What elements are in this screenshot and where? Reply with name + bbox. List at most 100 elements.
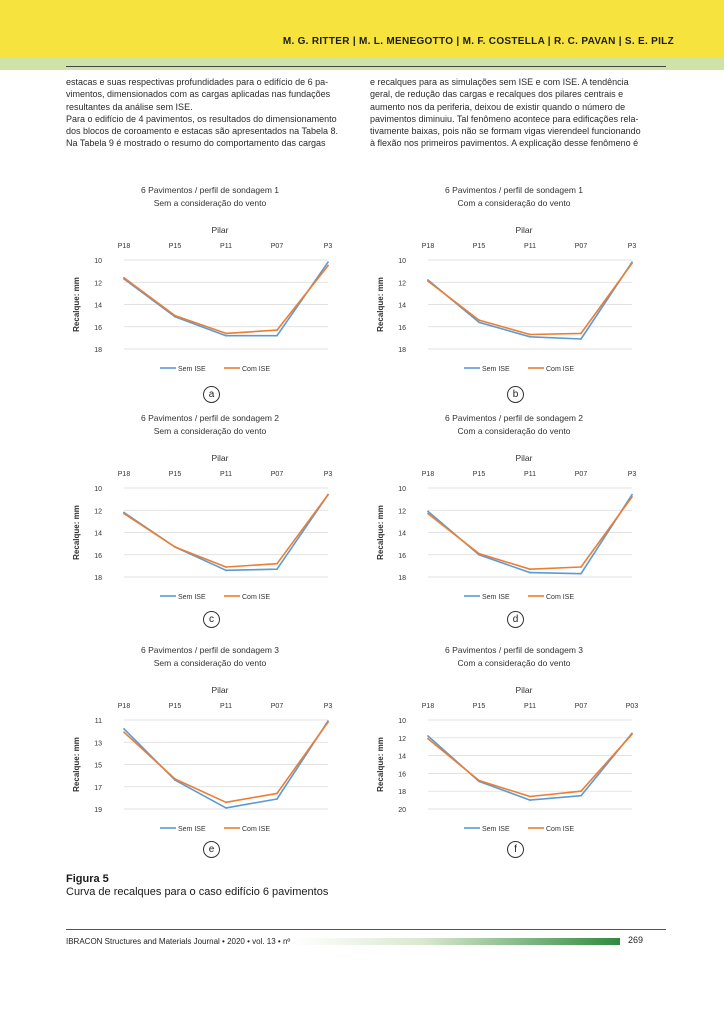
y-axis-label: Recalque: mm: [376, 277, 385, 332]
x-tick-label: P07: [271, 703, 284, 710]
data-point: [276, 568, 278, 571]
data-point: [123, 276, 125, 279]
x-axis-label: Pilar: [515, 453, 532, 463]
data-point: [276, 562, 278, 565]
data-point: [478, 321, 480, 324]
y-tick-label: 10: [398, 718, 406, 725]
chart-panel-e: 6 Pavimentos / perfil de sondagem 3 Sem a…: [70, 640, 350, 858]
chart-subtitle: Com a consideração do vento: [458, 198, 571, 208]
data-point: [225, 569, 227, 572]
data-point: [631, 262, 633, 265]
y-tick-label: 12: [94, 508, 102, 515]
data-point: [225, 566, 227, 568]
data-point: [580, 338, 582, 340]
y-tick-label: 11: [95, 718, 102, 725]
x-tick-label: P07: [575, 243, 588, 250]
page-number: 269: [628, 935, 644, 945]
y-tick-label: 14: [398, 754, 406, 761]
y-tick-label: 19: [94, 807, 102, 814]
y-tick-label: 18: [398, 575, 406, 582]
x-axis-label: Pilar: [211, 685, 228, 695]
x-axis-label: Pilar: [211, 225, 228, 235]
x-tick-label: P18: [118, 243, 131, 250]
y-tick-label: 18: [398, 347, 406, 354]
series-line-sem-ise: [427, 732, 633, 801]
figure-label: Figura 5: [66, 873, 109, 885]
header-authors: M. G. RITTER | M. L. MENEGOTTO | M. F. C…: [282, 36, 674, 47]
series-line-com-ise: [123, 721, 329, 804]
chart-subtitle: Sem a consideração do vento: [154, 426, 267, 436]
body-line: Para o edifício de 4 pavimentos, os resu…: [66, 113, 337, 124]
x-tick-label: P3: [324, 243, 333, 250]
series-line-com-ise: [427, 733, 633, 798]
data-point: [276, 334, 278, 337]
legend-label: Sem ISE: [482, 366, 510, 373]
line-chart-c: 6 Pavimentos / perfil de sondagem 2 Sem a…: [72, 413, 333, 601]
legend-label: Com ISE: [242, 594, 270, 601]
header-band: M. G. RITTER | M. L. MENEGOTTO | M. F. C…: [0, 0, 724, 70]
x-tick-label: P18: [422, 243, 435, 250]
y-tick-label: 16: [398, 771, 406, 778]
panel-letter-a: a: [203, 386, 220, 403]
line-chart-b: 6 Pavimentos / perfil de sondagem 1 Com a…: [376, 185, 636, 373]
y-tick-label: 18: [94, 575, 102, 582]
data-point: [478, 319, 480, 321]
data-point: [327, 721, 329, 724]
data-point: [478, 779, 480, 782]
x-tick-label: P15: [473, 243, 486, 250]
body-line: dos blocos de coroamento e estacas são a…: [66, 126, 339, 137]
body-text-column-1: estacas e suas respectivas profundidades…: [66, 76, 354, 150]
data-point: [276, 792, 278, 795]
x-tick-label: P15: [473, 703, 486, 710]
y-tick-label: 18: [398, 789, 406, 796]
data-point: [580, 794, 582, 797]
body-line: resultantes da análise sem ISE.: [66, 101, 193, 112]
y-axis-label: Recalque: mm: [376, 505, 385, 560]
y-tick-label: 16: [94, 325, 102, 332]
x-tick-label: P07: [271, 243, 284, 250]
chart-panel-c: 6 Pavimentos / perfil de sondagem 2 Sem a…: [70, 408, 350, 628]
x-tick-label: P18: [422, 703, 435, 710]
x-tick-label: P11: [220, 703, 232, 710]
y-tick-label: 17: [94, 785, 102, 792]
data-point: [427, 510, 429, 513]
legend-label: Com ISE: [546, 594, 574, 601]
y-tick-label: 12: [94, 280, 102, 287]
x-axis-label: Pilar: [515, 225, 532, 235]
data-point: [529, 335, 531, 338]
data-point: [580, 332, 582, 335]
y-tick-label: 10: [94, 258, 102, 265]
header-rule: [66, 66, 666, 67]
chart-subtitle: Com a consideração do vento: [458, 658, 571, 668]
y-tick-label: 10: [398, 486, 406, 493]
x-tick-label: P11: [220, 471, 232, 478]
x-tick-label: P18: [422, 471, 435, 478]
footer-rule: [66, 929, 666, 930]
chart-title: 6 Pavimentos / perfil de sondagem 1: [445, 185, 583, 195]
x-tick-label: P3: [324, 703, 333, 710]
data-point: [580, 572, 582, 575]
legend-label: Com ISE: [546, 826, 574, 833]
data-point: [427, 735, 429, 737]
x-tick-label: P07: [575, 703, 588, 710]
data-point: [529, 333, 531, 336]
data-point: [276, 329, 278, 331]
data-point: [631, 733, 633, 736]
x-tick-label: P3: [324, 471, 333, 478]
body-line: Na Tabela 9 é mostrado o resumo do compo…: [66, 138, 326, 149]
x-tick-label: P3: [628, 471, 637, 478]
y-tick-label: 13: [94, 740, 102, 747]
data-point: [529, 795, 531, 798]
chart-panel-a: 6 Pavimentos / perfil de sondagem 1 Sem a…: [70, 180, 350, 403]
x-tick-label: P11: [524, 243, 536, 250]
y-tick-label: 16: [94, 553, 102, 560]
series-line-com-ise: [427, 496, 633, 570]
x-tick-label: P03: [626, 703, 639, 710]
y-axis-label: Recalque: mm: [72, 737, 81, 792]
series-line-sem-ise: [427, 261, 633, 340]
y-tick-label: 14: [398, 531, 406, 538]
data-point: [427, 512, 429, 515]
y-axis-label: Recalque: mm: [72, 505, 81, 560]
x-tick-label: P15: [169, 471, 182, 478]
body-line: aumento nos da periferia, deixou de exis…: [370, 101, 626, 112]
